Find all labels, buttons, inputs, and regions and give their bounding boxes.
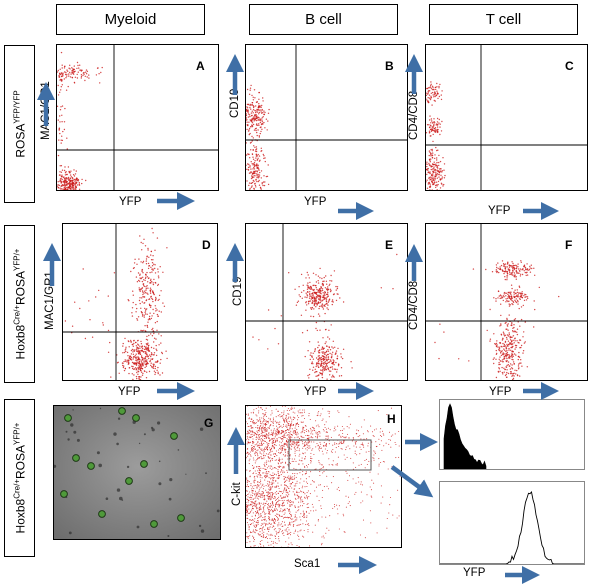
- panel-c-xlabel: YFP: [488, 205, 511, 217]
- histogram-top-plot: [443, 403, 487, 469]
- header-t-cell: T cell: [429, 4, 578, 35]
- panel-e: E: [245, 223, 408, 381]
- panel-a-plot: [57, 45, 218, 190]
- row-label-3: Hoxb8Cre/+ROSAYFP/+: [4, 399, 35, 557]
- panel-f-xlabel: YFP: [489, 386, 512, 398]
- panel-g-cells: [54, 407, 220, 537]
- panel-e-dots: [252, 253, 398, 380]
- panel-a-letter: A: [196, 59, 205, 73]
- panel-b-xlabel: YFP: [304, 196, 327, 208]
- panel-b-plot: [246, 45, 407, 190]
- panel-g-micrograph: G: [53, 405, 221, 540]
- panel-h-xlabel: Sca1: [294, 558, 321, 570]
- header-b-cell-text: B cell: [305, 11, 342, 28]
- panel-a: A: [56, 44, 219, 191]
- panel-d-plot: [63, 224, 217, 380]
- panel-c: C: [425, 44, 588, 191]
- panel-a-xlabel: YFP: [119, 196, 142, 208]
- panel-b: B: [245, 44, 408, 191]
- panel-f-dots: [434, 260, 560, 380]
- panel-g-letter: G: [204, 416, 214, 430]
- row-label-1: ROSAYFP/YFP: [4, 45, 35, 203]
- panel-f-plot: [426, 224, 587, 380]
- header-b-cell: B cell: [249, 4, 398, 35]
- panel-d-xlabel: YFP: [118, 386, 141, 398]
- panel-c-plot: [426, 45, 587, 190]
- arrow-to-hist-bottom: [390, 465, 434, 498]
- panel-a-dots: [57, 51, 103, 190]
- panel-f-letter: F: [565, 238, 573, 252]
- panel-b-dots: [246, 84, 270, 190]
- histogram-xlabel: YFP: [463, 567, 486, 579]
- histogram-bottom-plot: [440, 491, 584, 564]
- panel-h-plot: [246, 406, 401, 547]
- panel-h-dots: [246, 406, 401, 547]
- panel-e-plot: [246, 224, 407, 380]
- panel-h-letter: H: [387, 412, 396, 426]
- header-myeloid-text: Myeloid: [104, 11, 157, 28]
- histogram-bottom-curve: [440, 491, 584, 564]
- panel-b-letter: B: [385, 59, 394, 73]
- panel-c-dots: [426, 81, 446, 190]
- histogram-bottom: [439, 481, 585, 565]
- histogram-top: [439, 399, 585, 470]
- header-t-cell-text: T cell: [485, 11, 522, 28]
- header-myeloid: Myeloid: [56, 4, 205, 35]
- panel-e-xlabel: YFP: [304, 386, 327, 398]
- panel-h: H: [245, 405, 402, 548]
- panel-d-letter: D: [202, 238, 211, 252]
- histogram-top-curve: [443, 403, 487, 469]
- row-label-2: Hoxb8Cre/+ROSAYFP/+: [4, 225, 35, 383]
- panel-c-letter: C: [565, 59, 574, 73]
- panel-f: F: [425, 223, 588, 381]
- panel-d: D: [62, 223, 218, 381]
- panel-d-dots: [64, 227, 168, 380]
- panel-g-image: [54, 406, 220, 539]
- panel-e-letter: E: [385, 238, 394, 252]
